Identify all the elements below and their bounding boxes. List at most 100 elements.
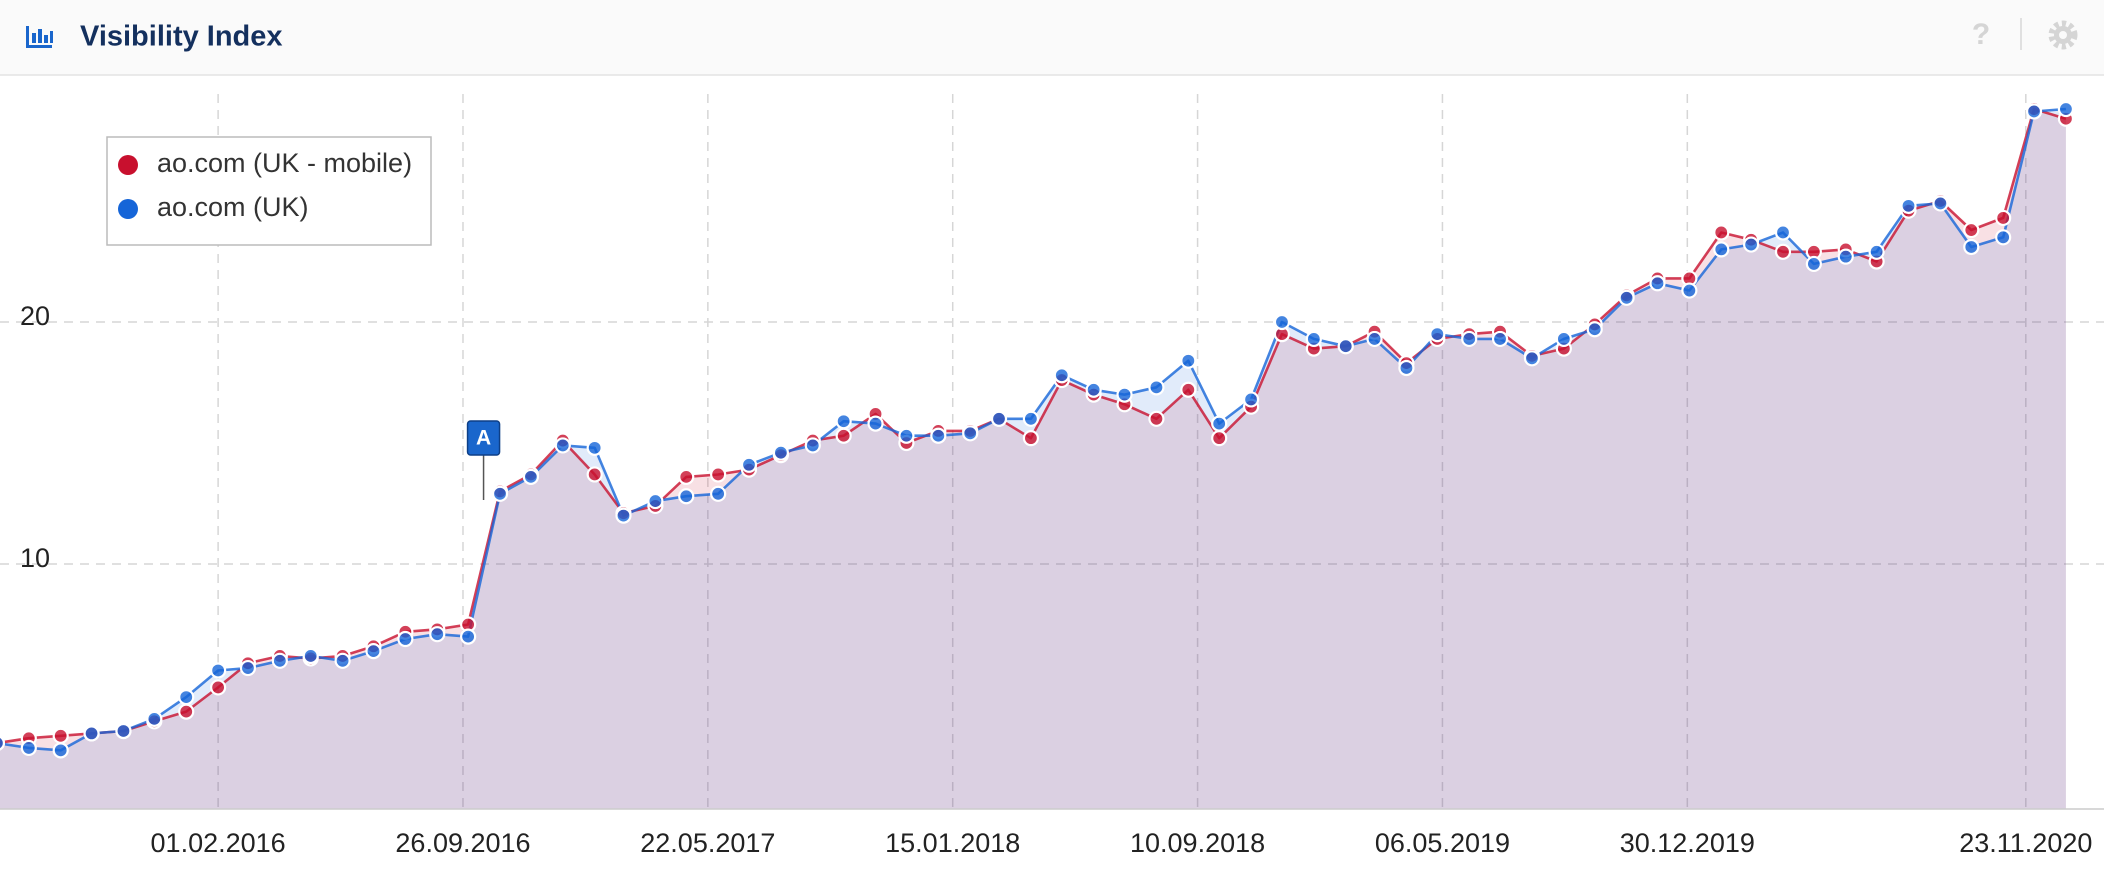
dots bbox=[0, 100, 2075, 759]
data-point bbox=[1116, 386, 1133, 403]
data-point bbox=[1523, 350, 1541, 367]
legend-box bbox=[106, 136, 432, 246]
data-point bbox=[178, 688, 195, 706]
y-tick-label: 20 bbox=[20, 301, 50, 331]
data-point bbox=[1461, 330, 1478, 348]
data-point bbox=[1180, 381, 1197, 398]
data-point bbox=[1774, 243, 1792, 260]
data-point bbox=[1022, 430, 1040, 447]
header-bar bbox=[0, 0, 2104, 75]
legend-marker bbox=[118, 199, 138, 219]
data-point bbox=[710, 466, 727, 483]
data-point bbox=[522, 468, 539, 485]
data-point bbox=[334, 652, 351, 669]
data-point bbox=[615, 507, 632, 524]
data-point bbox=[491, 485, 509, 502]
data-point bbox=[1491, 330, 1509, 348]
y-tick-label: 10 bbox=[20, 543, 50, 573]
data-point bbox=[1273, 313, 1291, 331]
series-area bbox=[0, 109, 2066, 809]
data-point bbox=[1398, 359, 1415, 377]
data-point bbox=[740, 456, 758, 473]
legend-label: ao.com (UK) bbox=[157, 192, 309, 222]
legend-marker bbox=[118, 155, 138, 175]
data-point bbox=[83, 725, 100, 742]
data-point bbox=[1366, 330, 1383, 348]
data-point bbox=[772, 444, 789, 461]
areas bbox=[0, 109, 2066, 809]
data-point bbox=[2057, 100, 2075, 118]
data-point bbox=[804, 437, 821, 454]
data-point bbox=[835, 427, 852, 444]
data-point bbox=[1963, 221, 1980, 239]
data-point bbox=[710, 485, 727, 502]
data-point bbox=[1713, 241, 1730, 258]
data-point bbox=[1180, 352, 1197, 369]
data-point bbox=[1932, 195, 1949, 212]
data-point bbox=[1618, 289, 1635, 306]
data-point bbox=[1649, 275, 1666, 292]
annotation-label: A bbox=[476, 427, 491, 450]
data-point bbox=[1305, 330, 1322, 348]
legend-label: ao.com (UK - mobile) bbox=[157, 148, 412, 178]
data-point bbox=[898, 427, 915, 444]
data-point bbox=[1995, 229, 2012, 246]
data-point bbox=[1148, 410, 1165, 427]
data-point bbox=[586, 439, 603, 456]
data-point bbox=[1211, 415, 1228, 432]
x-tick-label: 06.05.2019 bbox=[1375, 828, 1510, 858]
data-point bbox=[1868, 243, 1885, 260]
data-point bbox=[1429, 326, 1446, 343]
x-tick-label: 30.12.2019 bbox=[1620, 828, 1755, 858]
data-point bbox=[1900, 197, 1917, 214]
data-point bbox=[554, 437, 571, 454]
data-point bbox=[678, 468, 695, 485]
data-point bbox=[1586, 321, 1603, 338]
data-point bbox=[1337, 338, 1354, 355]
header-title: Visibility Index bbox=[80, 21, 283, 53]
x-tick-label: 15.01.2018 bbox=[885, 828, 1020, 858]
data-point bbox=[1022, 410, 1040, 427]
data-point bbox=[146, 710, 163, 727]
data-point bbox=[930, 427, 947, 444]
data-point bbox=[1963, 238, 1980, 256]
data-point bbox=[678, 488, 695, 505]
data-point bbox=[52, 727, 69, 744]
data-point bbox=[1805, 255, 1822, 273]
data-point bbox=[210, 679, 227, 696]
data-point bbox=[962, 425, 979, 442]
data-point bbox=[867, 415, 884, 432]
data-point bbox=[835, 413, 852, 430]
data-point bbox=[20, 739, 37, 757]
help-icon[interactable]: ? bbox=[1972, 18, 1990, 51]
legend: ao.com (UK - mobile) ao.com (UK) bbox=[106, 136, 432, 246]
x-tick-label: 23.11.2020 bbox=[1959, 828, 2092, 858]
x-tick-label: 22.05.2017 bbox=[640, 828, 775, 858]
data-point bbox=[178, 703, 195, 720]
data-point bbox=[302, 647, 319, 665]
data-point bbox=[239, 659, 257, 677]
data-point bbox=[52, 742, 69, 759]
data-point bbox=[397, 630, 414, 648]
data-point bbox=[1085, 381, 1102, 398]
data-point bbox=[1774, 224, 1792, 241]
x-tick-label: 26.09.2016 bbox=[395, 828, 530, 858]
data-point bbox=[0, 735, 6, 751]
settings-icon[interactable] bbox=[2048, 20, 2078, 50]
series-area bbox=[0, 109, 2066, 809]
data-point bbox=[1837, 248, 1854, 265]
data-point bbox=[1242, 391, 1260, 408]
data-point bbox=[1555, 330, 1572, 348]
data-point bbox=[1211, 430, 1228, 447]
data-point bbox=[115, 722, 132, 740]
data-point bbox=[210, 662, 227, 679]
data-point bbox=[1681, 282, 1698, 299]
data-point bbox=[271, 652, 288, 669]
data-point bbox=[2025, 103, 2043, 120]
data-point bbox=[460, 628, 477, 645]
x-tick-label: 10.09.2018 bbox=[1130, 828, 1265, 858]
data-point bbox=[1053, 367, 1070, 384]
x-tick-label: 01.02.2016 bbox=[151, 828, 286, 858]
